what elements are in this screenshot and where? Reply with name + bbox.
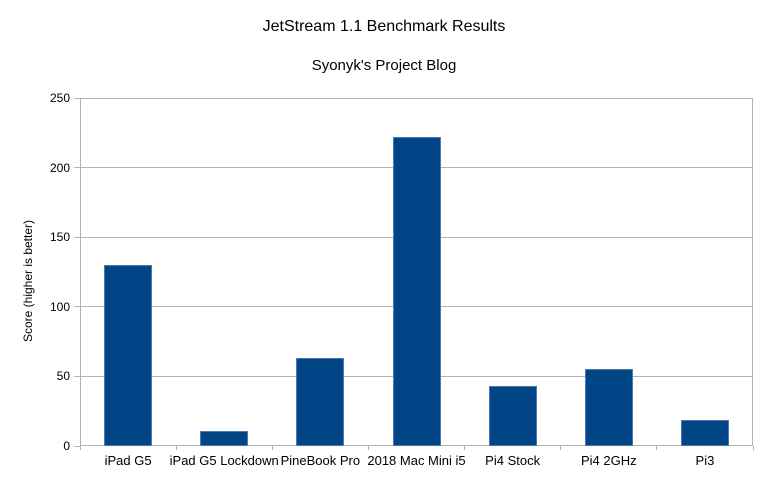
category-label: iPad G5 — [104, 453, 152, 468]
bar — [296, 358, 345, 446]
y-tick-label: 250 — [49, 91, 70, 105]
y-tick-label: 0 — [63, 439, 70, 453]
y-axis-tick — [74, 97, 80, 99]
x-axis-tick — [271, 446, 273, 450]
x-axis-tick — [656, 446, 658, 450]
bar — [200, 430, 249, 446]
y-tick-label: 50 — [56, 369, 70, 384]
x-axis-tick — [464, 446, 466, 450]
y-axis-tick — [74, 375, 80, 377]
y-axis-tick — [74, 167, 80, 169]
category-label: 2018 Mac Mini i5 — [367, 453, 466, 468]
x-axis-tick — [175, 446, 177, 450]
category-label: Pi4 Stock — [485, 453, 541, 468]
y-axis-tick — [74, 306, 80, 308]
category-label: iPad G5 Lockdown — [169, 453, 279, 468]
x-axis-tick — [367, 446, 369, 450]
bar — [104, 265, 153, 446]
x-axis-tick — [752, 446, 754, 450]
bar — [680, 419, 729, 446]
bar — [584, 369, 633, 446]
category-label: Pi4 2GHz — [580, 453, 637, 468]
category-label: Pi3 — [695, 453, 715, 468]
y-tick-label: 150 — [49, 230, 70, 245]
x-axis-tick — [560, 446, 562, 450]
bar — [488, 386, 537, 446]
category-label: PineBook Pro — [280, 453, 361, 468]
y-tick-label: 100 — [49, 299, 70, 314]
y-axis-tick — [74, 236, 80, 238]
bar — [392, 136, 441, 446]
y-axis-tick — [74, 445, 80, 447]
y-tick-label: 200 — [49, 160, 70, 175]
chart-title: JetStream 1.1 Benchmark Results — [262, 18, 506, 35]
chart-subtitle: Syonyk's Project Blog — [311, 57, 457, 74]
x-axis-tick — [79, 446, 81, 450]
